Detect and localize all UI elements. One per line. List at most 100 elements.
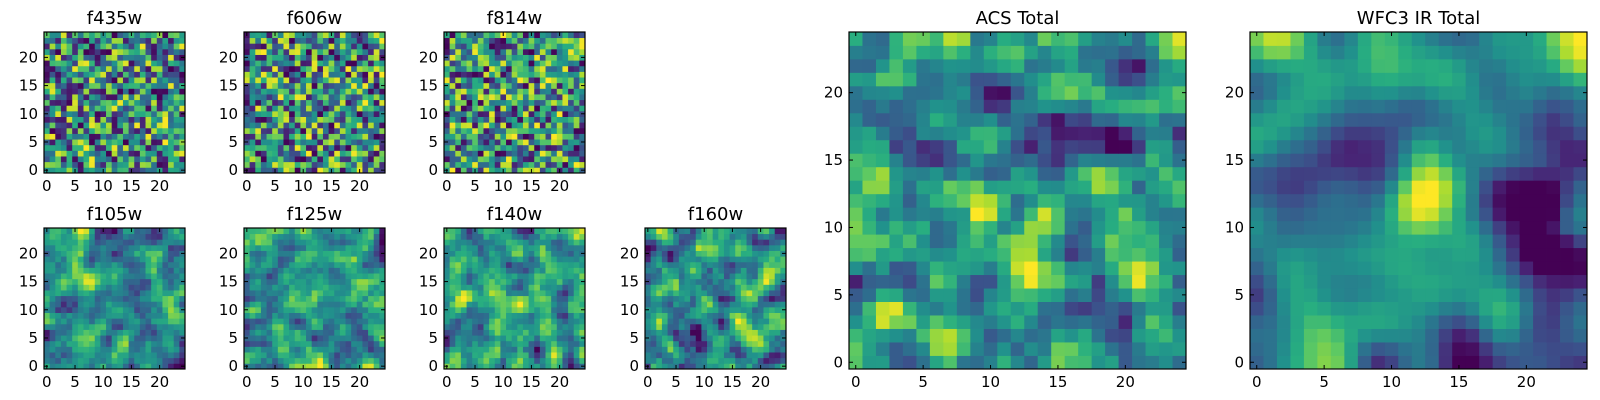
heatmap-cell <box>94 329 101 336</box>
heatmap-cell <box>351 127 358 134</box>
heatmap-cell <box>134 273 141 280</box>
heatmap-cell <box>368 71 375 78</box>
heatmap-cell <box>534 335 541 342</box>
x-tick-label: 0 <box>242 177 252 195</box>
heatmap-cell <box>89 161 96 168</box>
heatmap-cell <box>145 233 152 240</box>
heatmap-cell <box>283 82 290 89</box>
heatmap-cell <box>763 233 770 240</box>
heatmap-cell <box>368 127 375 134</box>
heatmap-cell <box>522 60 529 67</box>
heatmap-cell <box>757 273 764 280</box>
heatmap-cell <box>774 295 781 302</box>
heatmap-cell <box>277 60 284 67</box>
heatmap-cell <box>1010 342 1025 356</box>
heatmap-cell <box>723 244 730 251</box>
heatmap-cell <box>460 228 467 235</box>
heatmap-cell <box>650 312 657 319</box>
heatmap-cell <box>1064 166 1079 181</box>
heatmap-cell <box>690 301 697 308</box>
panel-title: f606w <box>287 8 342 29</box>
heatmap-cell <box>249 340 256 347</box>
heatmap-cell <box>902 193 917 208</box>
heatmap-cell <box>72 352 79 359</box>
heatmap-cell <box>718 273 725 280</box>
heatmap-cell <box>322 161 329 168</box>
heatmap-cell <box>701 329 708 336</box>
heatmap-cell <box>735 233 742 240</box>
heatmap-cell <box>1024 247 1039 262</box>
heatmap-cell <box>477 284 484 291</box>
heatmap-cell <box>690 295 697 302</box>
heatmap-cell <box>712 273 719 280</box>
heatmap-cell <box>511 60 518 67</box>
heatmap-cell <box>1051 315 1066 329</box>
heatmap-cell <box>111 43 118 50</box>
heatmap-cell <box>1010 153 1025 168</box>
heatmap-cell <box>145 261 152 268</box>
heatmap-cell <box>718 250 725 257</box>
heatmap-cell <box>494 273 501 280</box>
heatmap-cell <box>701 346 708 353</box>
heatmap-cell <box>752 323 759 330</box>
heatmap-cell <box>66 290 73 297</box>
heatmap-cell <box>156 340 163 347</box>
heatmap-cell <box>345 156 352 163</box>
heatmap-cell <box>179 88 186 95</box>
heatmap-cell <box>460 301 467 308</box>
heatmap-cell <box>517 71 524 78</box>
heatmap-cell <box>168 239 175 246</box>
heatmap-cell <box>862 328 877 343</box>
heatmap-cell <box>556 261 563 268</box>
heatmap-cell <box>162 290 169 297</box>
heatmap-cell <box>55 250 62 257</box>
heatmap-cell <box>528 88 535 95</box>
heatmap-cell <box>943 315 958 329</box>
heatmap-cell <box>339 301 346 308</box>
heatmap-cell <box>573 60 580 67</box>
heatmap-cell <box>902 247 917 262</box>
heatmap-cell <box>351 88 358 95</box>
heatmap-cell <box>100 256 107 263</box>
heatmap-cell <box>60 105 67 112</box>
heatmap-cell <box>311 284 318 291</box>
heatmap-cell <box>444 161 451 168</box>
heatmap-cell <box>551 105 558 112</box>
heatmap-cell <box>701 357 708 364</box>
heatmap-cell <box>545 323 552 330</box>
heatmap-cell <box>862 166 877 181</box>
heatmap-cell <box>106 363 113 370</box>
heatmap-cell <box>983 180 998 195</box>
heatmap-cell <box>328 256 335 263</box>
heatmap-cell <box>455 306 462 313</box>
heatmap-cell <box>311 94 318 101</box>
heatmap-cell <box>562 346 569 353</box>
heatmap-cell <box>156 116 163 123</box>
heatmap-cell <box>690 357 697 364</box>
heatmap-cell <box>690 318 697 325</box>
heatmap-cell <box>551 318 558 325</box>
heatmap-cell <box>272 139 279 146</box>
heatmap-cell <box>534 156 541 163</box>
heatmap-cell <box>283 340 290 347</box>
heatmap-cell <box>466 144 473 151</box>
heatmap-cell <box>489 256 496 263</box>
heatmap-cell <box>255 256 262 263</box>
heatmap-cell <box>328 48 335 55</box>
heatmap-cell <box>573 77 580 84</box>
heatmap-cell <box>368 54 375 61</box>
heatmap-cell <box>277 318 284 325</box>
heatmap-cell <box>44 71 51 78</box>
heatmap-cell <box>444 301 451 308</box>
heatmap-cell <box>306 150 313 157</box>
heatmap-cell <box>100 278 107 285</box>
heatmap-cell <box>49 352 56 359</box>
heatmap-cell <box>449 161 456 168</box>
heatmap-cell <box>551 77 558 84</box>
heatmap-cell <box>156 122 163 129</box>
heatmap-cell <box>334 156 341 163</box>
heatmap-cell <box>156 306 163 313</box>
heatmap-cell <box>151 363 158 370</box>
heatmap-cell <box>122 318 129 325</box>
